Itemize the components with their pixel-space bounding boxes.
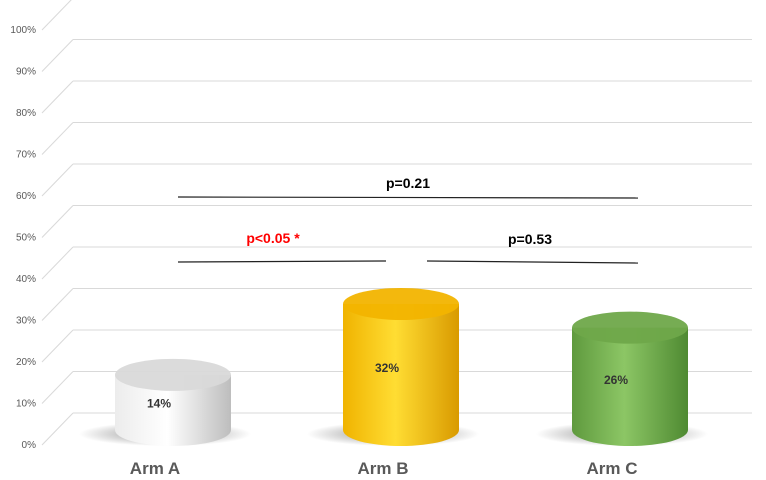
data-label: 26%	[604, 373, 628, 387]
gridline-depth	[41, 122, 74, 155]
comparison: p=0.21	[177, 175, 639, 199]
data-label: 14%	[147, 396, 171, 410]
gridline-depth	[41, 371, 74, 404]
p-value-label: p=0.53	[508, 231, 552, 247]
y-tick-label: 80%	[16, 108, 36, 119]
bar-top	[572, 311, 688, 344]
bar-arm-a: 14%	[79, 358, 251, 446]
bar-top	[343, 288, 459, 320]
data-label: 32%	[375, 361, 399, 375]
gridline-depth	[41, 39, 74, 72]
y-tick-label: 0%	[22, 440, 37, 451]
bar-top	[115, 358, 231, 391]
y-tick-label: 40%	[16, 274, 36, 285]
y-tick-label: 90%	[16, 67, 36, 78]
significance-comparisons: p=0.21 p<0.05 * p=0.53	[177, 175, 639, 264]
p-value-label: p=0.21	[386, 175, 430, 191]
bar-arm-b: 32%	[307, 288, 479, 446]
y-tick-label: 30%	[16, 316, 36, 327]
gridline-depth	[41, 288, 74, 321]
y-axis-tick-labels: 0% 10% 20% 30% 40% 50% 60% 70% 80% 90% 100%	[10, 25, 36, 451]
y-tick-label: 20%	[16, 357, 36, 368]
gridline-depth	[41, 0, 72, 31]
x-category-label: Arm A	[130, 459, 180, 478]
gridline-depth	[41, 329, 74, 363]
x-axis-category-labels: Arm A Arm B Arm C	[130, 459, 638, 478]
y-tick-label: 10%	[16, 399, 36, 410]
x-category-label: Arm C	[586, 459, 637, 478]
p-value-label: p<0.05 *	[246, 230, 300, 246]
gridline-depth	[41, 163, 74, 197]
y-tick-label: 50%	[16, 233, 36, 244]
y-tick-label: 70%	[16, 150, 36, 161]
gridline-depth	[41, 205, 74, 238]
comparison-line	[426, 260, 639, 264]
comparison: p<0.05 *	[177, 230, 387, 263]
bar-body	[572, 327, 688, 446]
bar-body	[343, 304, 459, 446]
x-category-label: Arm B	[357, 459, 408, 478]
bar-body	[115, 374, 231, 446]
gridline-depth	[41, 412, 74, 446]
gridline-depth	[41, 246, 74, 280]
y-tick-label: 60%	[16, 191, 36, 202]
comparison-line	[177, 260, 387, 263]
gridline-depth	[41, 80, 74, 114]
comparison-line	[177, 196, 639, 199]
y-tick-label: 100%	[10, 25, 36, 36]
bars: 14% 32% 26%	[79, 288, 708, 446]
bar-arm-c: 26%	[536, 311, 708, 446]
comparison: p=0.53	[426, 231, 639, 264]
